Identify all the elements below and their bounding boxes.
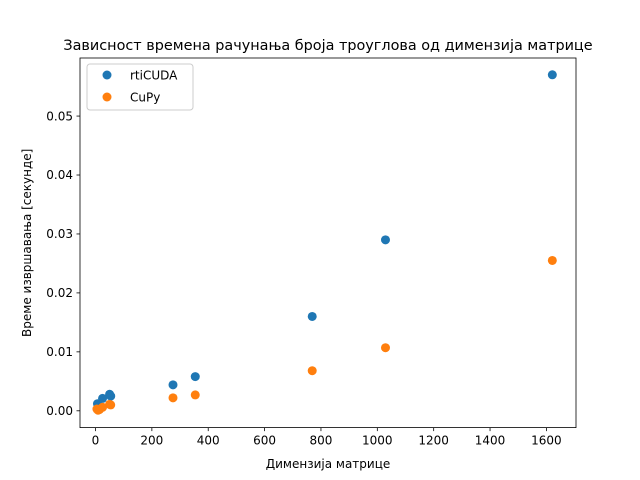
x-tick-label: 400 — [197, 434, 220, 448]
legend-marker-cupy — [103, 93, 112, 102]
legend: rtiCUDA CuPy — [87, 64, 193, 110]
data-point-cupy — [169, 393, 178, 402]
x-tick-label: 1200 — [418, 434, 449, 448]
x-tick-label: 200 — [140, 434, 163, 448]
data-point-cupy — [308, 366, 317, 375]
legend-marker-rticuda — [103, 71, 112, 80]
data-point-rticuda — [548, 70, 557, 79]
x-tick-label: 1600 — [531, 434, 562, 448]
y-tick-label: 0.03 — [46, 227, 73, 241]
y-tick-label: 0.01 — [46, 345, 73, 359]
x-tick-label: 0 — [92, 434, 100, 448]
x-tick-label: 1400 — [475, 434, 506, 448]
data-point-rticuda — [169, 380, 178, 389]
y-tick-label: 0.04 — [46, 168, 73, 182]
y-tick-label: 0.00 — [46, 404, 73, 418]
data-point-rticuda — [308, 312, 317, 321]
x-axis-label: Димензија матрице — [266, 457, 391, 471]
data-point-cupy — [548, 256, 557, 265]
x-tick-label: 800 — [310, 434, 333, 448]
data-point-rticuda — [381, 235, 390, 244]
data-point-cupy — [106, 400, 115, 409]
data-point-cupy — [381, 343, 390, 352]
y-tick-label: 0.02 — [46, 286, 73, 300]
x-tick-label: 600 — [253, 434, 276, 448]
y-axis-label: Време извршавања [секунде] — [20, 149, 34, 337]
data-point-rticuda — [191, 372, 200, 381]
data-point-cupy — [191, 390, 200, 399]
legend-label-rticuda: rtiCUDA — [130, 69, 178, 83]
legend-label-cupy: CuPy — [130, 91, 160, 105]
y-tick-label: 0.05 — [46, 109, 73, 123]
data-point-rticuda — [106, 392, 115, 401]
chart-title: Зависност времена рачунања броја троугло… — [63, 38, 592, 54]
x-tick-label: 1000 — [362, 434, 393, 448]
